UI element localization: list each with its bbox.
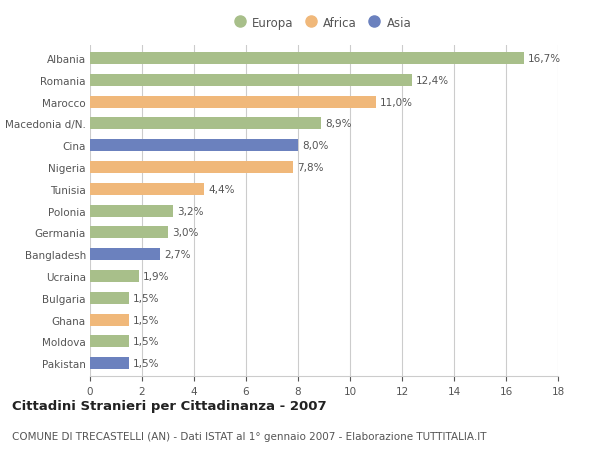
Bar <box>90 96 376 108</box>
Text: 3,0%: 3,0% <box>172 228 198 238</box>
Text: 1,5%: 1,5% <box>133 315 160 325</box>
Text: COMUNE DI TRECASTELLI (AN) - Dati ISTAT al 1° gennaio 2007 - Elaborazione TUTTIT: COMUNE DI TRECASTELLI (AN) - Dati ISTAT … <box>12 431 487 442</box>
Text: 11,0%: 11,0% <box>380 97 413 107</box>
Text: 1,5%: 1,5% <box>133 336 160 347</box>
Bar <box>90 270 139 282</box>
Bar <box>90 162 293 174</box>
Legend: Europa, Africa, Asia: Europa, Africa, Asia <box>233 13 415 34</box>
Text: 4,4%: 4,4% <box>208 185 235 195</box>
Bar <box>90 75 412 87</box>
Bar <box>90 227 168 239</box>
Text: 7,8%: 7,8% <box>297 162 323 173</box>
Text: Cittadini Stranieri per Cittadinanza - 2007: Cittadini Stranieri per Cittadinanza - 2… <box>12 399 326 412</box>
Bar <box>90 358 129 369</box>
Bar <box>90 249 160 261</box>
Bar <box>90 292 129 304</box>
Bar <box>90 184 205 196</box>
Bar <box>90 118 322 130</box>
Text: 1,9%: 1,9% <box>143 271 170 281</box>
Text: 12,4%: 12,4% <box>416 76 449 86</box>
Text: 16,7%: 16,7% <box>528 54 561 64</box>
Text: 3,2%: 3,2% <box>177 206 203 216</box>
Text: 1,5%: 1,5% <box>133 358 160 368</box>
Text: 1,5%: 1,5% <box>133 293 160 303</box>
Bar <box>90 53 524 65</box>
Text: 8,9%: 8,9% <box>325 119 352 129</box>
Bar <box>90 336 129 347</box>
Text: 2,7%: 2,7% <box>164 250 191 260</box>
Bar <box>90 205 173 217</box>
Text: 8,0%: 8,0% <box>302 141 328 151</box>
Bar <box>90 140 298 152</box>
Bar <box>90 314 129 326</box>
